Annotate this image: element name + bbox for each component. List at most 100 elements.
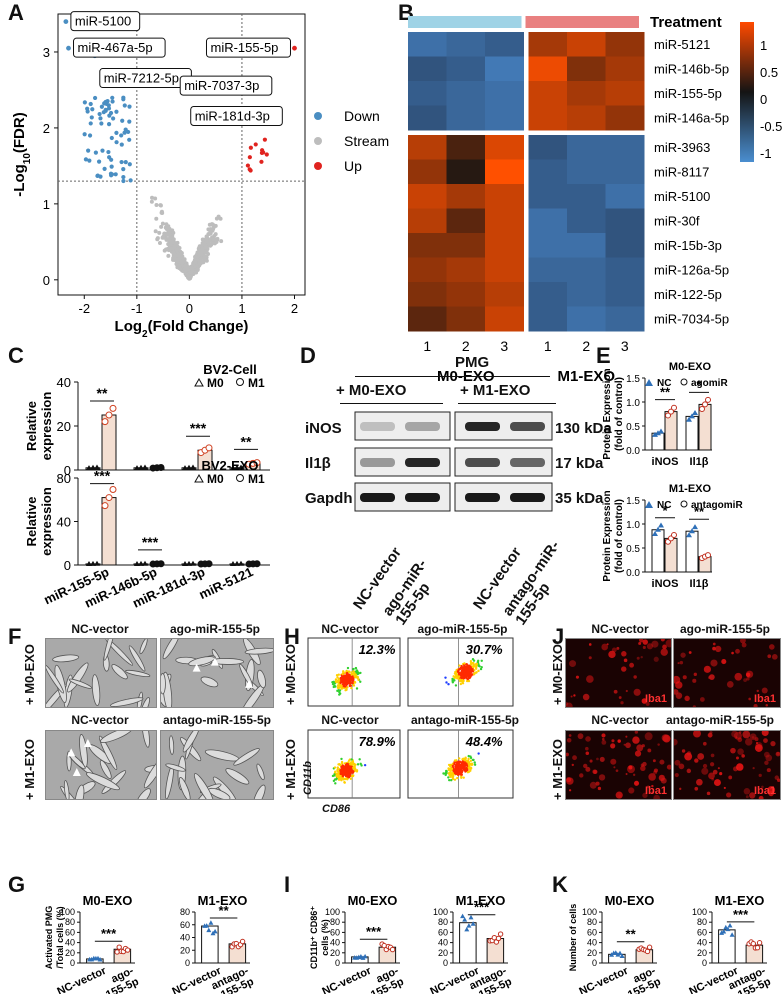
point-up [261, 150, 266, 155]
legend-label: M1 [248, 472, 265, 486]
flow-event [465, 677, 468, 680]
gate-percent: 12.3% [359, 642, 396, 657]
iba1-signal [674, 689, 679, 695]
data-point-nc [658, 428, 664, 434]
iba1-signal [674, 772, 679, 778]
data-point-m0 [90, 560, 96, 566]
blot-band [465, 422, 500, 431]
iba1-signal [633, 780, 640, 786]
f-col-label-3: NC-vector [71, 713, 129, 727]
heatmap-cell [605, 184, 645, 209]
flow-event [452, 769, 455, 773]
cell [86, 772, 120, 791]
flow-event [336, 776, 340, 779]
flow-event [466, 665, 469, 668]
point-down [106, 106, 112, 111]
flow-event [339, 774, 342, 778]
point-down [102, 101, 107, 106]
cell [128, 645, 146, 672]
column-label: 1 [544, 338, 552, 354]
data-point-m1 [205, 444, 213, 452]
iba1-signal [694, 786, 699, 791]
data-point-m0 [94, 464, 100, 470]
flow-event [354, 666, 358, 670]
point-down [90, 107, 95, 112]
point-down [98, 116, 103, 121]
iba1-signal [756, 742, 759, 745]
heatmap-cell [408, 257, 447, 283]
cell [188, 656, 216, 667]
iba1-signal [583, 763, 588, 769]
blot-title: PMG [455, 354, 490, 371]
iba1-label: Iba1 [644, 785, 667, 797]
blot-group-m1: + M1-EXO [460, 382, 531, 399]
data-point-m0 [186, 560, 192, 566]
point-stream [159, 224, 164, 229]
heatmap-cell [408, 233, 447, 258]
chart-title: M0-EXO [605, 893, 655, 908]
label-box [190, 106, 283, 127]
cell [91, 674, 101, 706]
cell [252, 784, 266, 799]
data-point-treat [702, 401, 708, 408]
point-up [247, 167, 252, 172]
flow-event [469, 769, 472, 772]
data-point-m0 [142, 560, 148, 566]
flow-event [355, 669, 359, 672]
iba1-signal [748, 697, 752, 701]
iba1-signal [678, 763, 685, 770]
flow-event [354, 674, 357, 678]
sig-marker: *** [366, 924, 382, 939]
y-tick-label: 80 [65, 917, 75, 927]
iba1-signal [641, 744, 645, 748]
x-category-label: Il1β [690, 578, 709, 590]
iba1-signal [733, 731, 742, 740]
sig-marker: *** [474, 900, 490, 915]
iba1-signal [618, 794, 622, 798]
iba1-signal [618, 696, 622, 699]
point-down [106, 149, 111, 155]
y-axis-label: -Log10(FDR) [11, 112, 33, 196]
heatmap-cell [528, 159, 568, 185]
iba1-signal [657, 743, 660, 746]
panel-label-i: I [284, 872, 291, 897]
point-down [108, 110, 114, 116]
iba1-signal [629, 662, 635, 668]
iba1-signal [659, 759, 665, 765]
panel-label-h: H [284, 624, 300, 649]
iba1-signal [633, 675, 637, 679]
data-point [466, 923, 472, 928]
legend-marker-nc [645, 501, 653, 508]
flow-event [474, 663, 478, 666]
flow-event [448, 767, 451, 771]
flow-event [458, 680, 462, 683]
point-stream [164, 222, 169, 227]
sig-marker: *** [190, 420, 207, 436]
flow-event [337, 677, 340, 681]
flow-event [347, 670, 351, 673]
iba1-signal [674, 759, 681, 766]
flow-event [447, 763, 451, 767]
blot-band [405, 493, 440, 502]
iba1-signal [715, 645, 722, 653]
cell [182, 731, 200, 753]
data-point-treat [668, 408, 674, 415]
point-down [123, 160, 128, 165]
y-tick-label: 1.0 [626, 520, 640, 531]
flow-event [359, 680, 362, 683]
chart-title: M1-EXO [715, 893, 765, 908]
legend-marker-treat [680, 378, 688, 386]
iba1-signal [742, 731, 751, 739]
point-stream [155, 236, 160, 241]
sig-marker: ** [241, 433, 252, 449]
heatmap-cell [605, 159, 645, 185]
y-tick-label: 0 [443, 958, 448, 968]
chart-title: BV2-EXO [201, 458, 258, 473]
row-label: miR-3963 [654, 140, 710, 155]
x-tick-label: -1 [131, 301, 143, 316]
heatmap-cell [567, 233, 606, 258]
cell [98, 735, 118, 771]
data-point-m1 [105, 411, 113, 419]
blot-band [465, 493, 500, 502]
